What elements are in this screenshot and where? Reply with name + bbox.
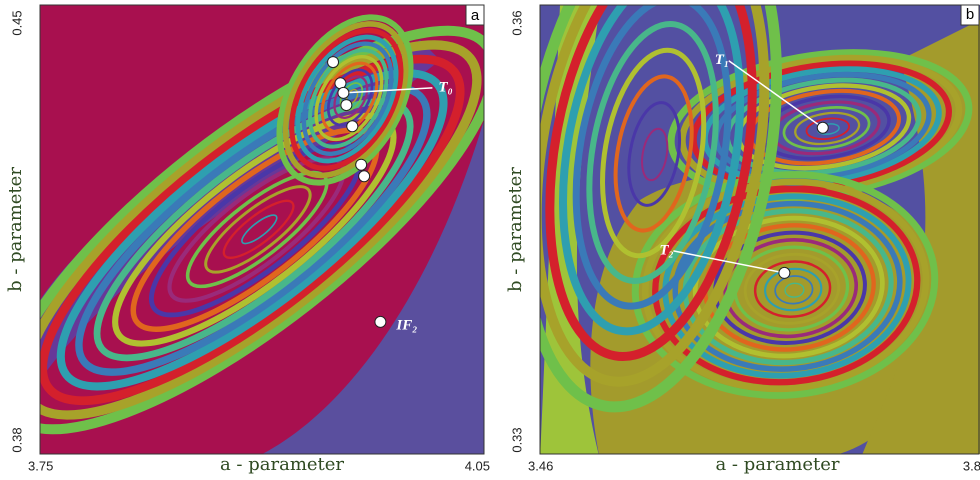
swirl xyxy=(308,48,389,149)
y-axis-label: b - parameter xyxy=(5,167,26,292)
swirl xyxy=(204,185,312,274)
panel-a-background xyxy=(40,5,484,454)
x-tick-label: 4.05 xyxy=(465,458,490,473)
swirl xyxy=(276,14,414,186)
swirl xyxy=(600,47,707,259)
point xyxy=(337,86,350,99)
point xyxy=(816,121,829,134)
swirl xyxy=(320,61,379,134)
swirl xyxy=(586,21,719,284)
swirl xyxy=(679,54,963,196)
swirl xyxy=(326,68,374,127)
y-tick-label: 0.45 xyxy=(9,10,24,35)
swirl xyxy=(672,200,903,372)
panel-tag-box xyxy=(465,4,485,26)
y-tick-label: 0.38 xyxy=(9,427,24,452)
swirl xyxy=(805,117,850,141)
x-axis-label: a - parameter xyxy=(715,454,839,475)
panel-tag: b xyxy=(966,6,974,23)
swirl xyxy=(631,171,939,399)
swirl xyxy=(540,5,770,387)
swirl xyxy=(774,275,814,305)
swirl xyxy=(56,69,448,391)
swirl xyxy=(782,106,871,151)
x-tick-label: 3.8 xyxy=(963,458,980,473)
y-axis-label: b - parameter xyxy=(505,167,526,292)
x-tick-label: 3.46 xyxy=(528,458,553,473)
panel-b-background xyxy=(540,5,980,454)
leader-line xyxy=(728,60,824,129)
swirl xyxy=(641,178,930,393)
swirl xyxy=(627,101,681,207)
point xyxy=(327,56,340,69)
panel-b-frame xyxy=(539,4,980,455)
swirl xyxy=(545,5,757,362)
x-tick-label: 3.75 xyxy=(28,458,53,473)
swirl xyxy=(559,5,745,336)
point xyxy=(340,99,353,112)
swirl xyxy=(241,214,278,245)
panel-tag-box xyxy=(960,4,980,26)
swirl xyxy=(75,83,431,376)
swirl xyxy=(753,260,832,318)
leader-line xyxy=(673,250,785,274)
swirl xyxy=(301,41,394,156)
swirl xyxy=(40,25,484,435)
swirl xyxy=(222,199,295,259)
swirl xyxy=(764,267,823,312)
y-tick-label: 0.36 xyxy=(509,10,524,35)
panel-a-frame xyxy=(39,4,485,455)
point-label: T₂ xyxy=(659,242,673,258)
swirl xyxy=(613,74,694,233)
swirl xyxy=(93,98,414,362)
swirl xyxy=(295,34,399,164)
point xyxy=(346,120,359,133)
x-axis-label: a - parameter xyxy=(220,454,344,475)
panel-tag: a xyxy=(471,7,480,24)
point-label: IF₂ xyxy=(395,317,417,333)
y-tick-label: 0.33 xyxy=(509,427,524,452)
swirl xyxy=(641,127,669,182)
swirl xyxy=(794,111,861,146)
swirl xyxy=(540,5,783,413)
swirl xyxy=(289,27,404,171)
point xyxy=(374,315,387,328)
point xyxy=(778,266,791,279)
swirl xyxy=(282,21,409,179)
swirl xyxy=(40,54,465,406)
swirl xyxy=(743,252,841,325)
swirl xyxy=(40,40,482,420)
leader-line xyxy=(343,87,433,94)
swirl xyxy=(662,193,912,379)
point xyxy=(355,158,368,171)
point xyxy=(358,170,371,183)
swirl xyxy=(314,55,384,142)
swirl xyxy=(572,5,732,310)
swirl xyxy=(784,282,805,298)
point-label: T₁ xyxy=(715,52,729,68)
point-label: T₀ xyxy=(438,79,452,95)
